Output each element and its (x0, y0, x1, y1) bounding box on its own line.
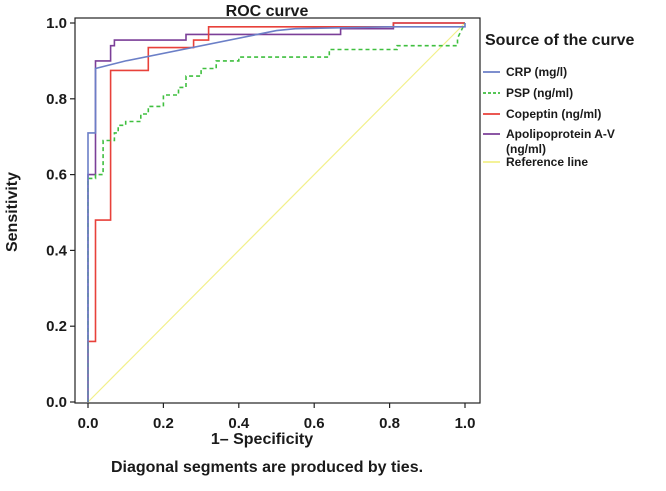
x-tick-label: 0.0 (78, 415, 99, 432)
legend: Source of the curve CRP (mg/l) PSP (ng/ml… (483, 32, 634, 169)
series-line-psp-ng-ml (87, 22, 466, 402)
x-tick-label: 0.8 (379, 415, 400, 432)
footnote: Diagonal segments are produced by ties. (111, 459, 423, 476)
series-line-apolipoprotein-a-v-ng-ml (87, 22, 465, 402)
legend-label-apolipoprotein-a-v-ng-ml: Apolipoprotein A-V (ng/ml) (506, 127, 615, 156)
y-tick-label: 0.4 (46, 242, 68, 259)
y-tick-label: 0.0 (46, 394, 67, 411)
series-line-copeptin-ng-ml (87, 22, 465, 402)
legend-label-psp-ng-ml: PSP (ng/ml) (506, 86, 573, 100)
plot-area (87, 22, 466, 403)
plot-frame (74, 17, 481, 404)
y-axis-title: Sensitivity (4, 172, 21, 252)
x-tick-label: 0.4 (228, 415, 250, 432)
y-tick-label: 0.8 (46, 91, 67, 108)
legend-label-copeptin-ng-ml: Copeptin (ng/ml) (506, 107, 601, 121)
legend-title: Source of the curve (485, 32, 634, 49)
x-tick-label: 0.2 (153, 415, 174, 432)
series-line-reference-line (87, 22, 466, 403)
legend-label-crp-mg-l: CRP (mg/l) (506, 65, 567, 79)
x-tick-label: 1.0 (455, 415, 476, 432)
chart-title: ROC curve (226, 3, 309, 20)
y-tick-label: 0.2 (46, 318, 67, 335)
x-tick-label: 0.6 (304, 415, 325, 432)
legend-label-reference-line: Reference line (506, 155, 588, 169)
y-tick-label: 1.0 (46, 15, 67, 32)
axes: 0.0 0.0 0.2 0.2 0.4 0.4 0.6 0.6 0.8 0.8 1.0 1.0 (46, 15, 481, 432)
x-axis-title: 1– Specificity (211, 431, 313, 448)
series-line-crp-mg-l (87, 23, 466, 402)
y-tick-label: 0.6 (46, 167, 67, 184)
